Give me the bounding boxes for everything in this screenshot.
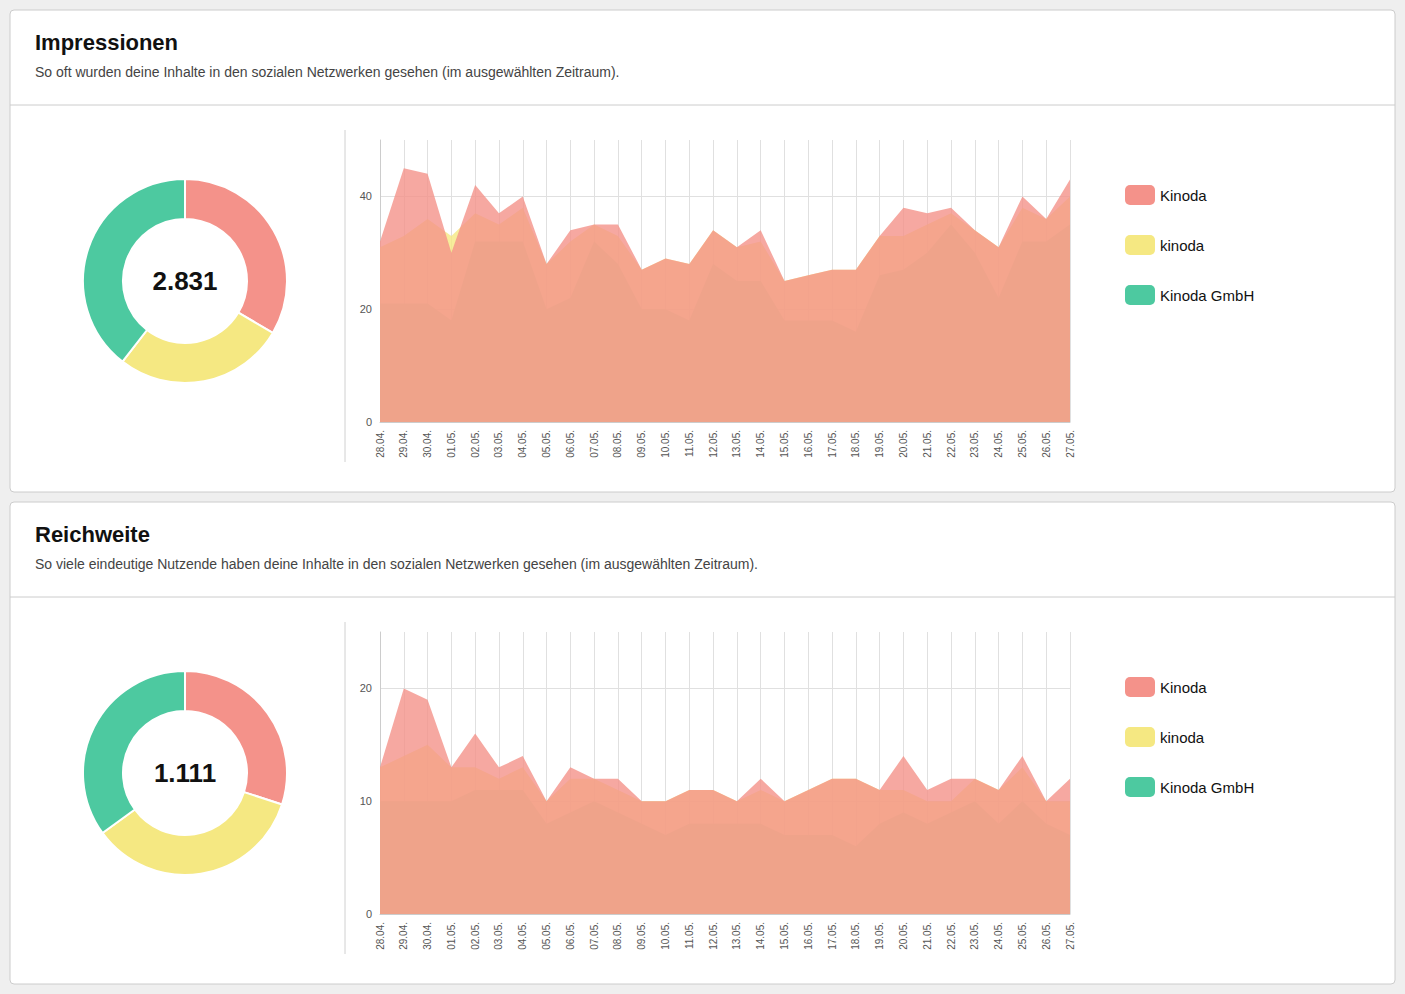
svg-text:12.05.: 12.05. — [708, 430, 719, 458]
svg-text:20.05.: 20.05. — [898, 430, 909, 458]
svg-text:16.05.: 16.05. — [803, 430, 814, 458]
svg-text:16.05.: 16.05. — [803, 922, 814, 950]
svg-text:04.05.: 04.05. — [517, 922, 528, 950]
svg-text:29.04.: 29.04. — [398, 922, 409, 950]
svg-text:Kinoda: Kinoda — [1160, 187, 1207, 204]
svg-text:08.05.: 08.05. — [612, 922, 623, 950]
svg-text:07.05.: 07.05. — [589, 922, 600, 950]
svg-text:03.05.: 03.05. — [493, 430, 504, 458]
svg-text:kinoda: kinoda — [1160, 237, 1205, 254]
svg-text:01.05.: 01.05. — [446, 922, 457, 950]
svg-text:1.111: 1.111 — [154, 758, 216, 788]
svg-text:23.05.: 23.05. — [969, 922, 980, 950]
svg-text:17.05.: 17.05. — [827, 922, 838, 950]
svg-text:25.05.: 25.05. — [1017, 922, 1028, 950]
svg-text:14.05.: 14.05. — [755, 430, 766, 458]
svg-text:18.05.: 18.05. — [850, 922, 861, 950]
svg-text:Kinoda: Kinoda — [1160, 679, 1207, 696]
svg-text:13.05.: 13.05. — [731, 430, 742, 458]
svg-text:So oft wurden deine Inhalte in: So oft wurden deine Inhalte in den sozia… — [35, 64, 619, 80]
svg-text:0: 0 — [366, 908, 372, 920]
svg-text:22.05.: 22.05. — [946, 922, 957, 950]
svg-text:kinoda: kinoda — [1160, 729, 1205, 746]
svg-text:20: 20 — [360, 303, 372, 315]
svg-text:26.05.: 26.05. — [1041, 922, 1052, 950]
svg-text:27.05.: 27.05. — [1065, 430, 1076, 458]
svg-text:03.05.: 03.05. — [493, 922, 504, 950]
svg-text:Reichweite: Reichweite — [35, 522, 150, 547]
svg-text:30.04.: 30.04. — [422, 922, 433, 950]
svg-text:08.05.: 08.05. — [612, 430, 623, 458]
svg-text:0: 0 — [366, 416, 372, 428]
svg-text:22.05.: 22.05. — [946, 430, 957, 458]
svg-text:24.05.: 24.05. — [993, 430, 1004, 458]
svg-text:01.05.: 01.05. — [446, 430, 457, 458]
svg-text:09.05.: 09.05. — [636, 922, 647, 950]
svg-text:11.05.: 11.05. — [684, 430, 695, 457]
svg-text:20.05.: 20.05. — [898, 922, 909, 950]
svg-text:18.05.: 18.05. — [850, 430, 861, 458]
svg-text:17.05.: 17.05. — [827, 430, 838, 458]
svg-text:14.05.: 14.05. — [755, 922, 766, 950]
svg-text:05.05.: 05.05. — [541, 430, 552, 458]
svg-text:20: 20 — [360, 682, 372, 694]
svg-text:40: 40 — [360, 190, 372, 202]
svg-text:Kinoda GmbH: Kinoda GmbH — [1160, 779, 1254, 796]
svg-text:24.05.: 24.05. — [993, 922, 1004, 950]
svg-text:02.05.: 02.05. — [470, 430, 481, 458]
svg-text:02.05.: 02.05. — [470, 922, 481, 950]
svg-text:10.05.: 10.05. — [660, 922, 671, 950]
svg-text:19.05.: 19.05. — [874, 430, 885, 458]
svg-text:13.05.: 13.05. — [731, 922, 742, 950]
svg-text:06.05.: 06.05. — [565, 922, 576, 950]
svg-text:So viele eindeutige Nutzende h: So viele eindeutige Nutzende haben deine… — [35, 556, 758, 572]
svg-text:21.05.: 21.05. — [922, 430, 933, 458]
svg-text:10.05.: 10.05. — [660, 430, 671, 458]
svg-text:28.04.: 28.04. — [375, 430, 386, 458]
svg-text:10: 10 — [360, 795, 372, 807]
svg-text:30.04.: 30.04. — [422, 430, 433, 458]
svg-text:27.05.: 27.05. — [1065, 922, 1076, 950]
svg-text:Kinoda GmbH: Kinoda GmbH — [1160, 287, 1254, 304]
svg-text:2.831: 2.831 — [152, 266, 217, 296]
svg-text:11.05.: 11.05. — [684, 922, 695, 949]
svg-text:28.04.: 28.04. — [375, 922, 386, 950]
svg-text:06.05.: 06.05. — [565, 430, 576, 458]
svg-text:04.05.: 04.05. — [517, 430, 528, 458]
svg-text:15.05.: 15.05. — [779, 922, 790, 950]
svg-text:21.05.: 21.05. — [922, 922, 933, 950]
svg-text:15.05.: 15.05. — [779, 430, 790, 458]
svg-text:Impressionen: Impressionen — [35, 30, 178, 55]
svg-text:26.05.: 26.05. — [1041, 430, 1052, 458]
svg-text:25.05.: 25.05. — [1017, 430, 1028, 458]
svg-text:12.05.: 12.05. — [708, 922, 719, 950]
svg-text:19.05.: 19.05. — [874, 922, 885, 950]
svg-text:23.05.: 23.05. — [969, 430, 980, 458]
svg-text:09.05.: 09.05. — [636, 430, 647, 458]
svg-text:29.04.: 29.04. — [398, 430, 409, 458]
svg-text:05.05.: 05.05. — [541, 922, 552, 950]
svg-text:07.05.: 07.05. — [589, 430, 600, 458]
